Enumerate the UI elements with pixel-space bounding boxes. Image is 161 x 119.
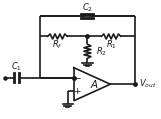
- Text: $C_2$: $C_2$: [82, 1, 93, 14]
- Text: $R_1$: $R_1$: [106, 39, 117, 51]
- Text: $V_{out}$: $V_{out}$: [139, 78, 156, 90]
- Text: $R_2$: $R_2$: [96, 45, 107, 57]
- Text: $-$: $-$: [73, 73, 82, 82]
- Text: $R_f$: $R_f$: [52, 39, 63, 51]
- Text: $C_1$: $C_1$: [11, 60, 22, 72]
- Text: $+$: $+$: [73, 86, 82, 96]
- Text: $A$: $A$: [90, 78, 99, 90]
